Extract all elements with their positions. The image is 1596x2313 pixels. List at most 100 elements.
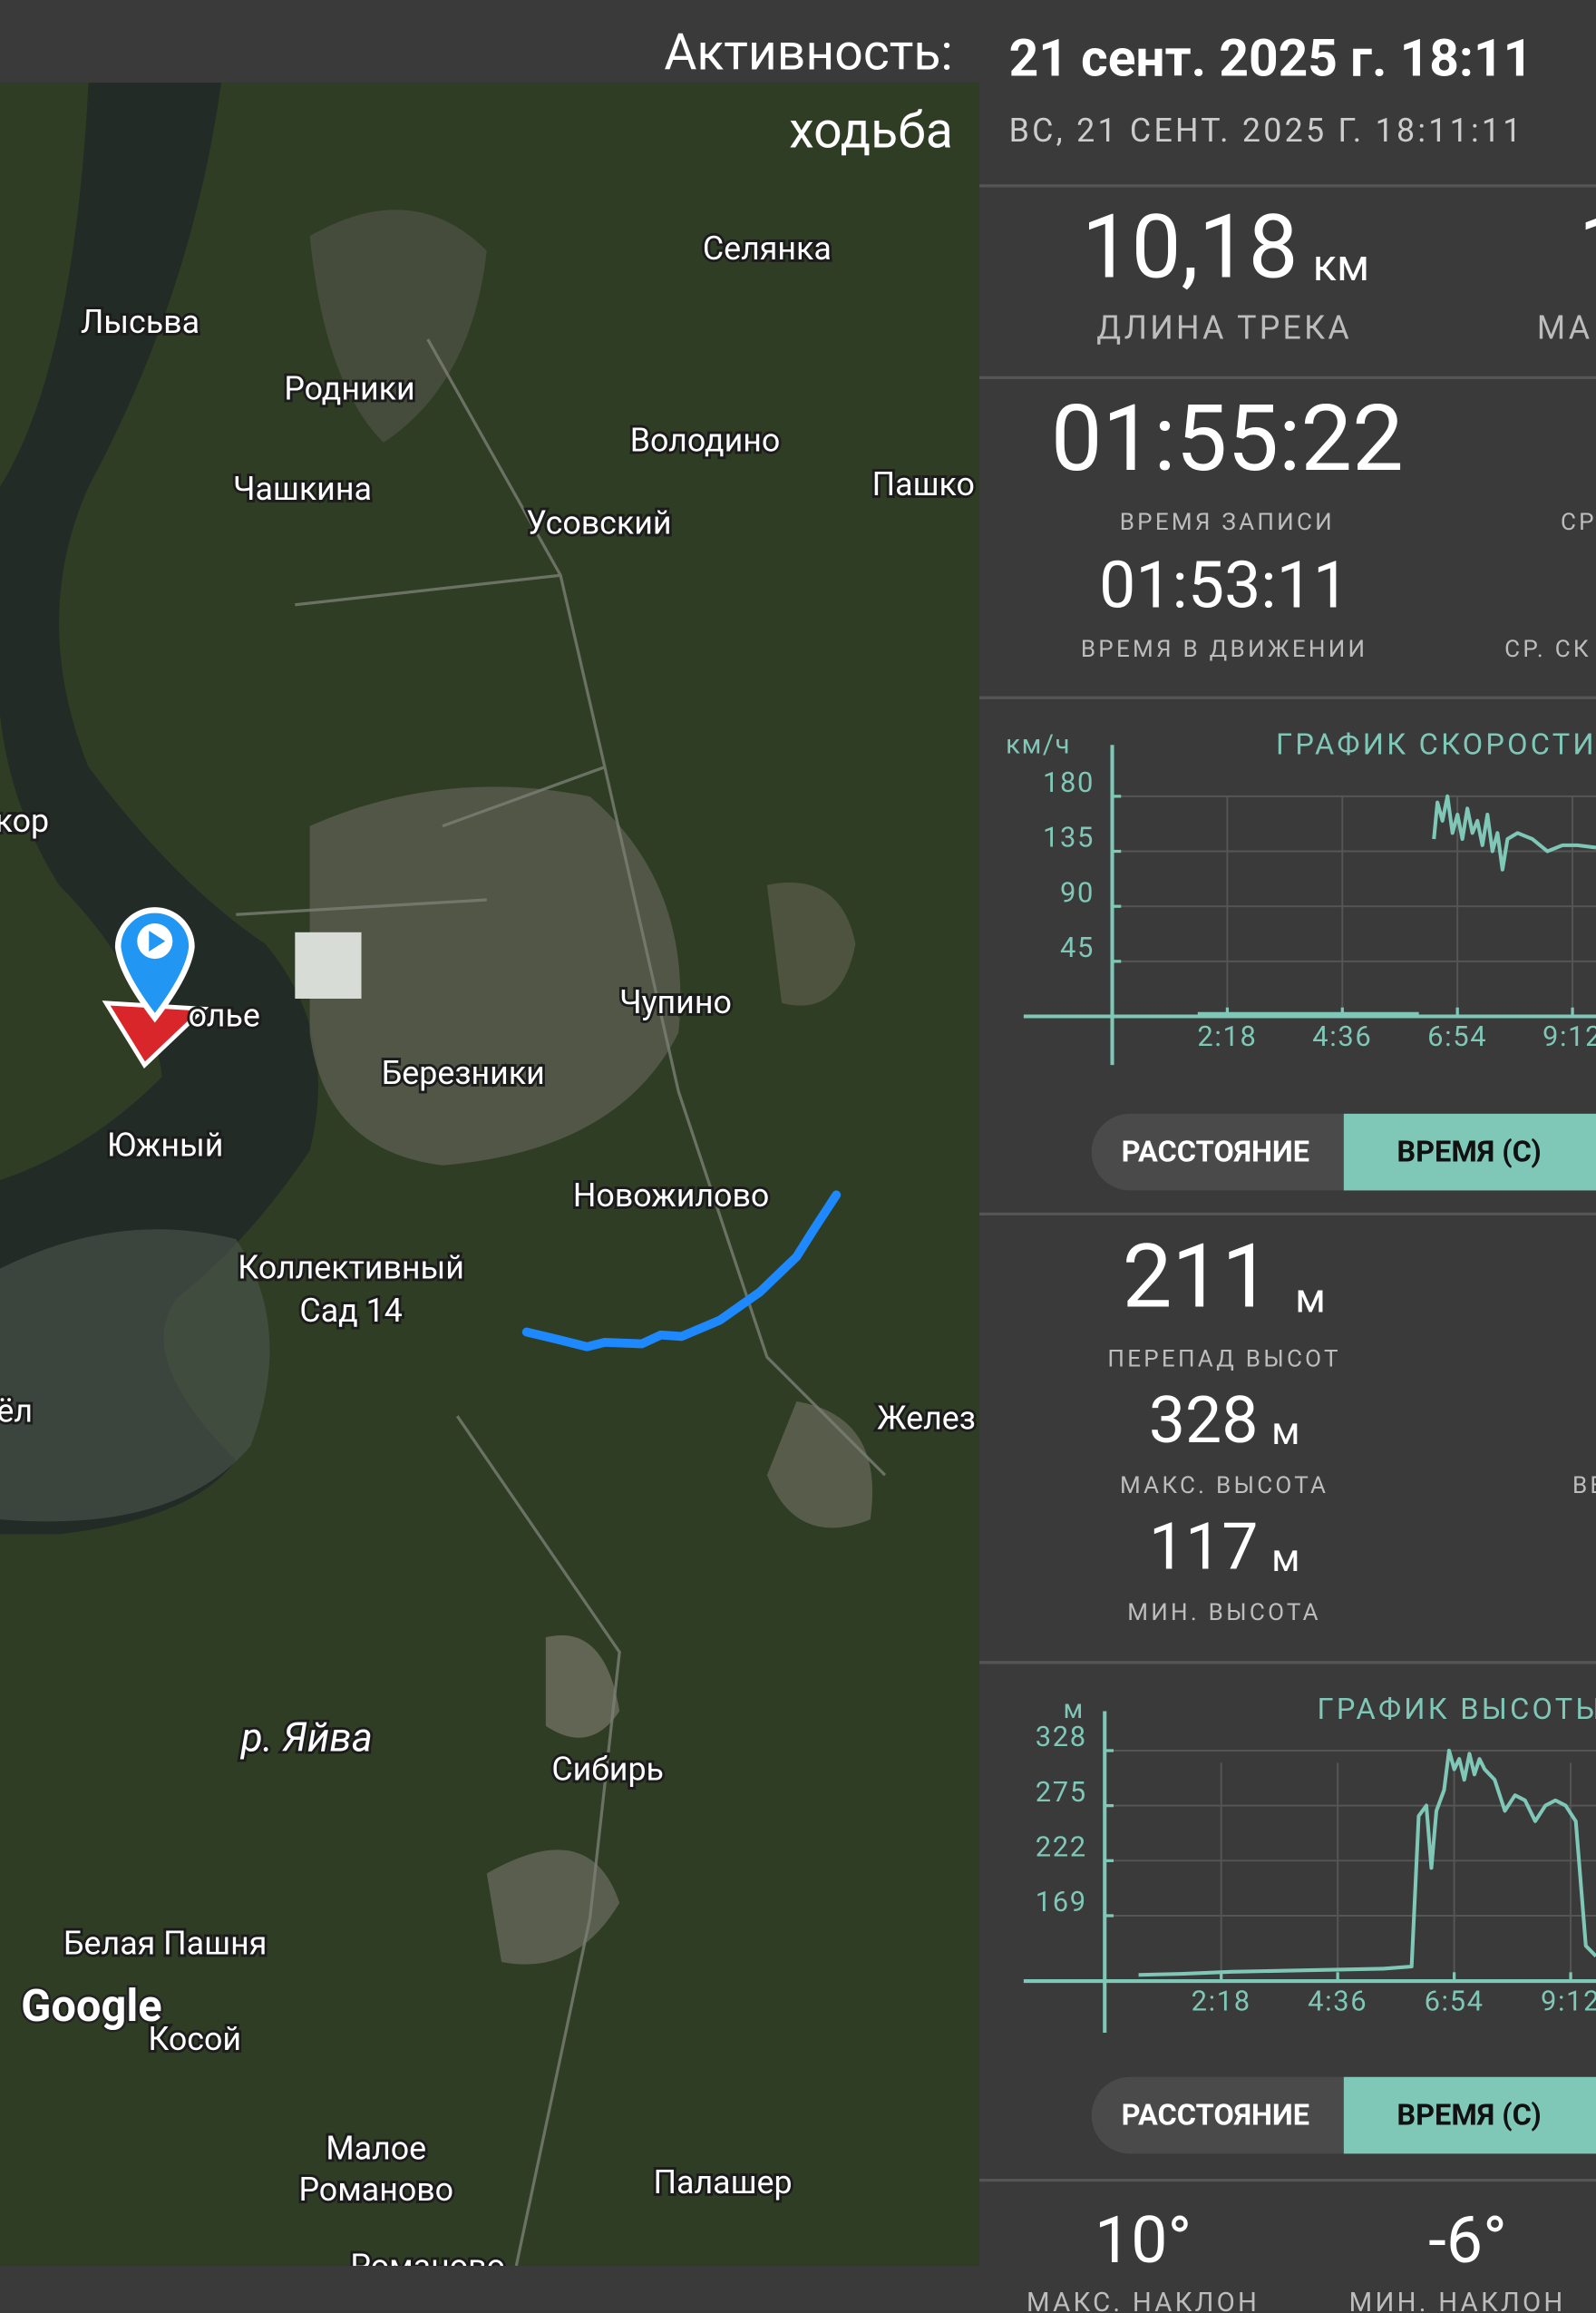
stat-label: СР	[1561, 509, 1596, 536]
map-labels: Селянка Лысьва Родники Володино Пашко Чашкина…	[0, 227, 978, 2286]
map-logo: Google	[21, 1980, 161, 2032]
quarry	[766, 1400, 873, 1528]
stat-label: ВРЕМЯ В ДВИЖЕНИИ	[1081, 636, 1368, 663]
stat-label: ВРЕМЯ ЗАПИСИ	[1120, 509, 1335, 536]
y-tick-label: 45	[1060, 931, 1095, 964]
map-label: Косой	[148, 2020, 241, 2058]
map-label: Березники	[382, 1054, 545, 1092]
activity-label: Активность:	[664, 24, 952, 82]
data-line	[1197, 794, 1596, 1016]
map-label: Усовский	[526, 503, 671, 542]
data-line	[1138, 1748, 1596, 1977]
town	[766, 883, 856, 1006]
y-axis-label: км/ч	[1006, 730, 1071, 761]
date: 21 сент. 2025 г. 18:11	[1009, 27, 1533, 88]
y-tick-label: 328	[1036, 1720, 1087, 1753]
stat-label: МАКС. НАКЛОН	[1027, 2288, 1260, 2313]
stat-label: МА	[1537, 309, 1592, 347]
date-full: ВС, 21 СЕНТ. 2025 Г. 18:11:11	[1009, 112, 1524, 150]
y-tick-label: 169	[1036, 1885, 1087, 1918]
stat-label: СР. СК	[1504, 636, 1591, 663]
map-label: Романово	[350, 2248, 505, 2286]
y-tick-label: 135	[1043, 821, 1095, 854]
x-tick-label: 2:18	[1197, 1020, 1257, 1053]
y-tick-label: 222	[1036, 1830, 1087, 1863]
stat-value: 10,18	[1082, 195, 1299, 299]
stat-value: 117	[1149, 1510, 1259, 1586]
x-tick-label: 6:54	[1427, 1020, 1487, 1053]
x-tick-label: 2:18	[1192, 1985, 1251, 2018]
toggle-active[interactable]	[1343, 2076, 1596, 2154]
map-label: Селянка	[703, 229, 832, 268]
stat-value: 211	[1123, 1225, 1272, 1329]
river	[0, 83, 318, 1535]
y-tick-label: 90	[1060, 875, 1095, 909]
start-marker	[114, 907, 195, 1023]
stat-unit: м	[1271, 1410, 1299, 1454]
x-tick-label: 9:12	[1542, 1020, 1596, 1053]
stat-label: МИН. ВЫСОТА	[1127, 1599, 1321, 1626]
industrial-site	[295, 932, 362, 999]
toggle-time[interactable]: ВРЕМЯ (С)	[1396, 2097, 1542, 2132]
stat-unit: м	[1271, 1537, 1299, 1581]
map-label: олье	[189, 997, 260, 1035]
roads	[236, 338, 887, 2266]
toggle-active[interactable]	[1343, 1113, 1596, 1191]
town	[309, 210, 487, 443]
stat-unit: км	[1313, 239, 1370, 291]
x-tick-label: 4:36	[1312, 1020, 1372, 1053]
activity: ходьба	[789, 102, 953, 161]
stat-label: ВЕ	[1572, 1472, 1596, 1499]
y-tick-label: 180	[1043, 766, 1095, 799]
toggle-time[interactable]: ВРЕМЯ (С)	[1396, 1134, 1542, 1168]
map-label: Пашко	[872, 465, 975, 503]
map-label: Лысьва	[81, 303, 200, 341]
map-label: р. Яйва	[240, 1714, 373, 1762]
map-label: Палашер	[653, 2163, 792, 2201]
y-tick-label: 275	[1036, 1775, 1087, 1809]
map-label: Чупино	[619, 983, 732, 1021]
stat-value: 328	[1149, 1383, 1259, 1459]
stat-value: 1	[1578, 195, 1596, 299]
map-label: Чашкина	[233, 470, 372, 508]
map-label: Малое	[326, 2130, 426, 2168]
stat-value: 10°	[1095, 2203, 1192, 2279]
x-tick-label: 9:12	[1541, 1985, 1596, 2018]
map-label: Белая Пашня	[63, 1925, 267, 1963]
map[interactable]: Селянка Лысьва Родники Володино Пашко Чашкина…	[0, 83, 980, 2286]
stat-label: МИН. НАКЛОН	[1349, 2288, 1566, 2313]
stat-unit: м	[1295, 1274, 1326, 1322]
map-label: кор	[0, 802, 49, 840]
map-label: Коллективный	[238, 1249, 464, 1287]
x-tick-label: 4:36	[1308, 1985, 1367, 2018]
quarry	[545, 1635, 620, 1738]
toggle[interactable]: РАССТОЯНИЕ ВРЕМЯ (С)	[1091, 2076, 1596, 2154]
map-label: Володино	[630, 421, 780, 459]
map-label: Южный	[107, 1127, 223, 1165]
map-label: Желез	[877, 1400, 976, 1438]
map-label: Родники	[284, 369, 414, 407]
stat-value: -6°	[1428, 2203, 1507, 2279]
toggle[interactable]: РАССТОЯНИЕ ВРЕМЯ (С)	[1091, 1113, 1596, 1191]
map-label: Новожилово	[573, 1176, 769, 1215]
stat-value: 01:55:22	[1051, 385, 1404, 493]
chart-title: ГРАФИК ВЫСОТЫ	[1318, 1692, 1596, 1726]
map-label: Сад 14	[299, 1292, 402, 1330]
stat-label: МАКС. ВЫСОТА	[1120, 1472, 1328, 1499]
chart-title: ГРАФИК СКОРОСТИ	[1276, 727, 1596, 761]
map-label: Романово	[298, 2171, 453, 2209]
start-marker-icon	[149, 931, 166, 952]
map-label: Сибирь	[551, 1751, 664, 1789]
track	[521, 1190, 842, 1352]
toggle-distance[interactable]: РАССТОЯНИЕ	[1122, 2097, 1309, 2132]
city	[309, 786, 681, 1166]
x-tick-label: 6:54	[1425, 1985, 1484, 2018]
stat-label: ДЛИНА ТРЕКА	[1096, 309, 1352, 347]
toggle-distance[interactable]: РАССТОЯНИЕ	[1122, 1134, 1309, 1168]
stat-label: ПЕРЕПАД ВЫСОТ	[1107, 1345, 1340, 1372]
reservoir	[0, 1229, 270, 1522]
map-label: ёл	[0, 1391, 33, 1430]
y-axis-label: м	[1064, 1694, 1085, 1725]
stat-value: 01:53:11	[1099, 548, 1349, 623]
